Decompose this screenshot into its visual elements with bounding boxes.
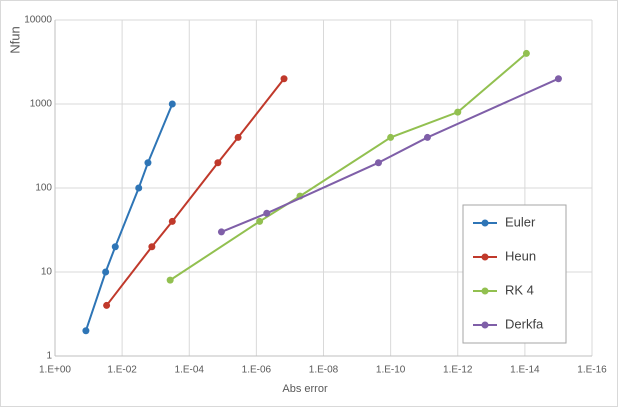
data-point [256,217,264,225]
data-point [374,159,382,167]
x-tick-label: 1.E-16 [577,365,607,376]
series-line [169,52,528,281]
x-tick-label: 1.E+00 [39,365,71,376]
legend-label: Heun [505,248,536,263]
data-point [82,327,90,335]
x-tick-label: 1.E-04 [175,365,205,376]
y-tick-label: 1000 [30,99,53,110]
x-tick-label: 1.E-02 [107,365,137,376]
data-point [423,133,431,141]
data-point [263,209,271,217]
series-line [105,78,285,307]
legend-box [462,204,567,344]
data-point [103,301,111,309]
data-point [454,108,462,116]
x-tick-label: 1.E-06 [242,365,272,376]
data-point [148,243,156,251]
data-point [280,75,288,83]
y-axis-title: Nfun [7,26,22,53]
data-point [234,133,242,141]
y-tick-label: 10000 [24,15,52,26]
data-point [144,159,152,167]
y-tick-label: 100 [35,183,52,194]
x-tick-label: 1.E-08 [309,365,339,376]
legend-label: Derkfa [505,316,544,331]
data-point [111,243,119,251]
data-point [522,49,530,57]
data-point [387,133,395,141]
series-line [84,103,174,332]
x-tick-label: 1.E-14 [510,365,540,376]
legend-swatch [481,253,489,261]
x-axis-title: Abs error [282,383,328,395]
x-tick-label: 1.E-12 [443,365,473,376]
data-point [214,159,222,167]
data-point [168,100,176,108]
x-tick-label: 1.E-10 [376,365,406,376]
y-tick-label: 1 [46,351,52,362]
y-tick-label: 10 [41,267,53,278]
legend-swatch [481,287,489,295]
legend-swatch [481,321,489,329]
legend-swatch [481,219,489,227]
data-point [217,228,225,236]
data-point [168,217,176,225]
legend-label: Euler [505,214,536,229]
data-point [102,268,110,276]
data-point [554,75,562,83]
data-point [166,276,174,284]
legend-label: RK 4 [505,282,534,297]
data-point [135,184,143,192]
